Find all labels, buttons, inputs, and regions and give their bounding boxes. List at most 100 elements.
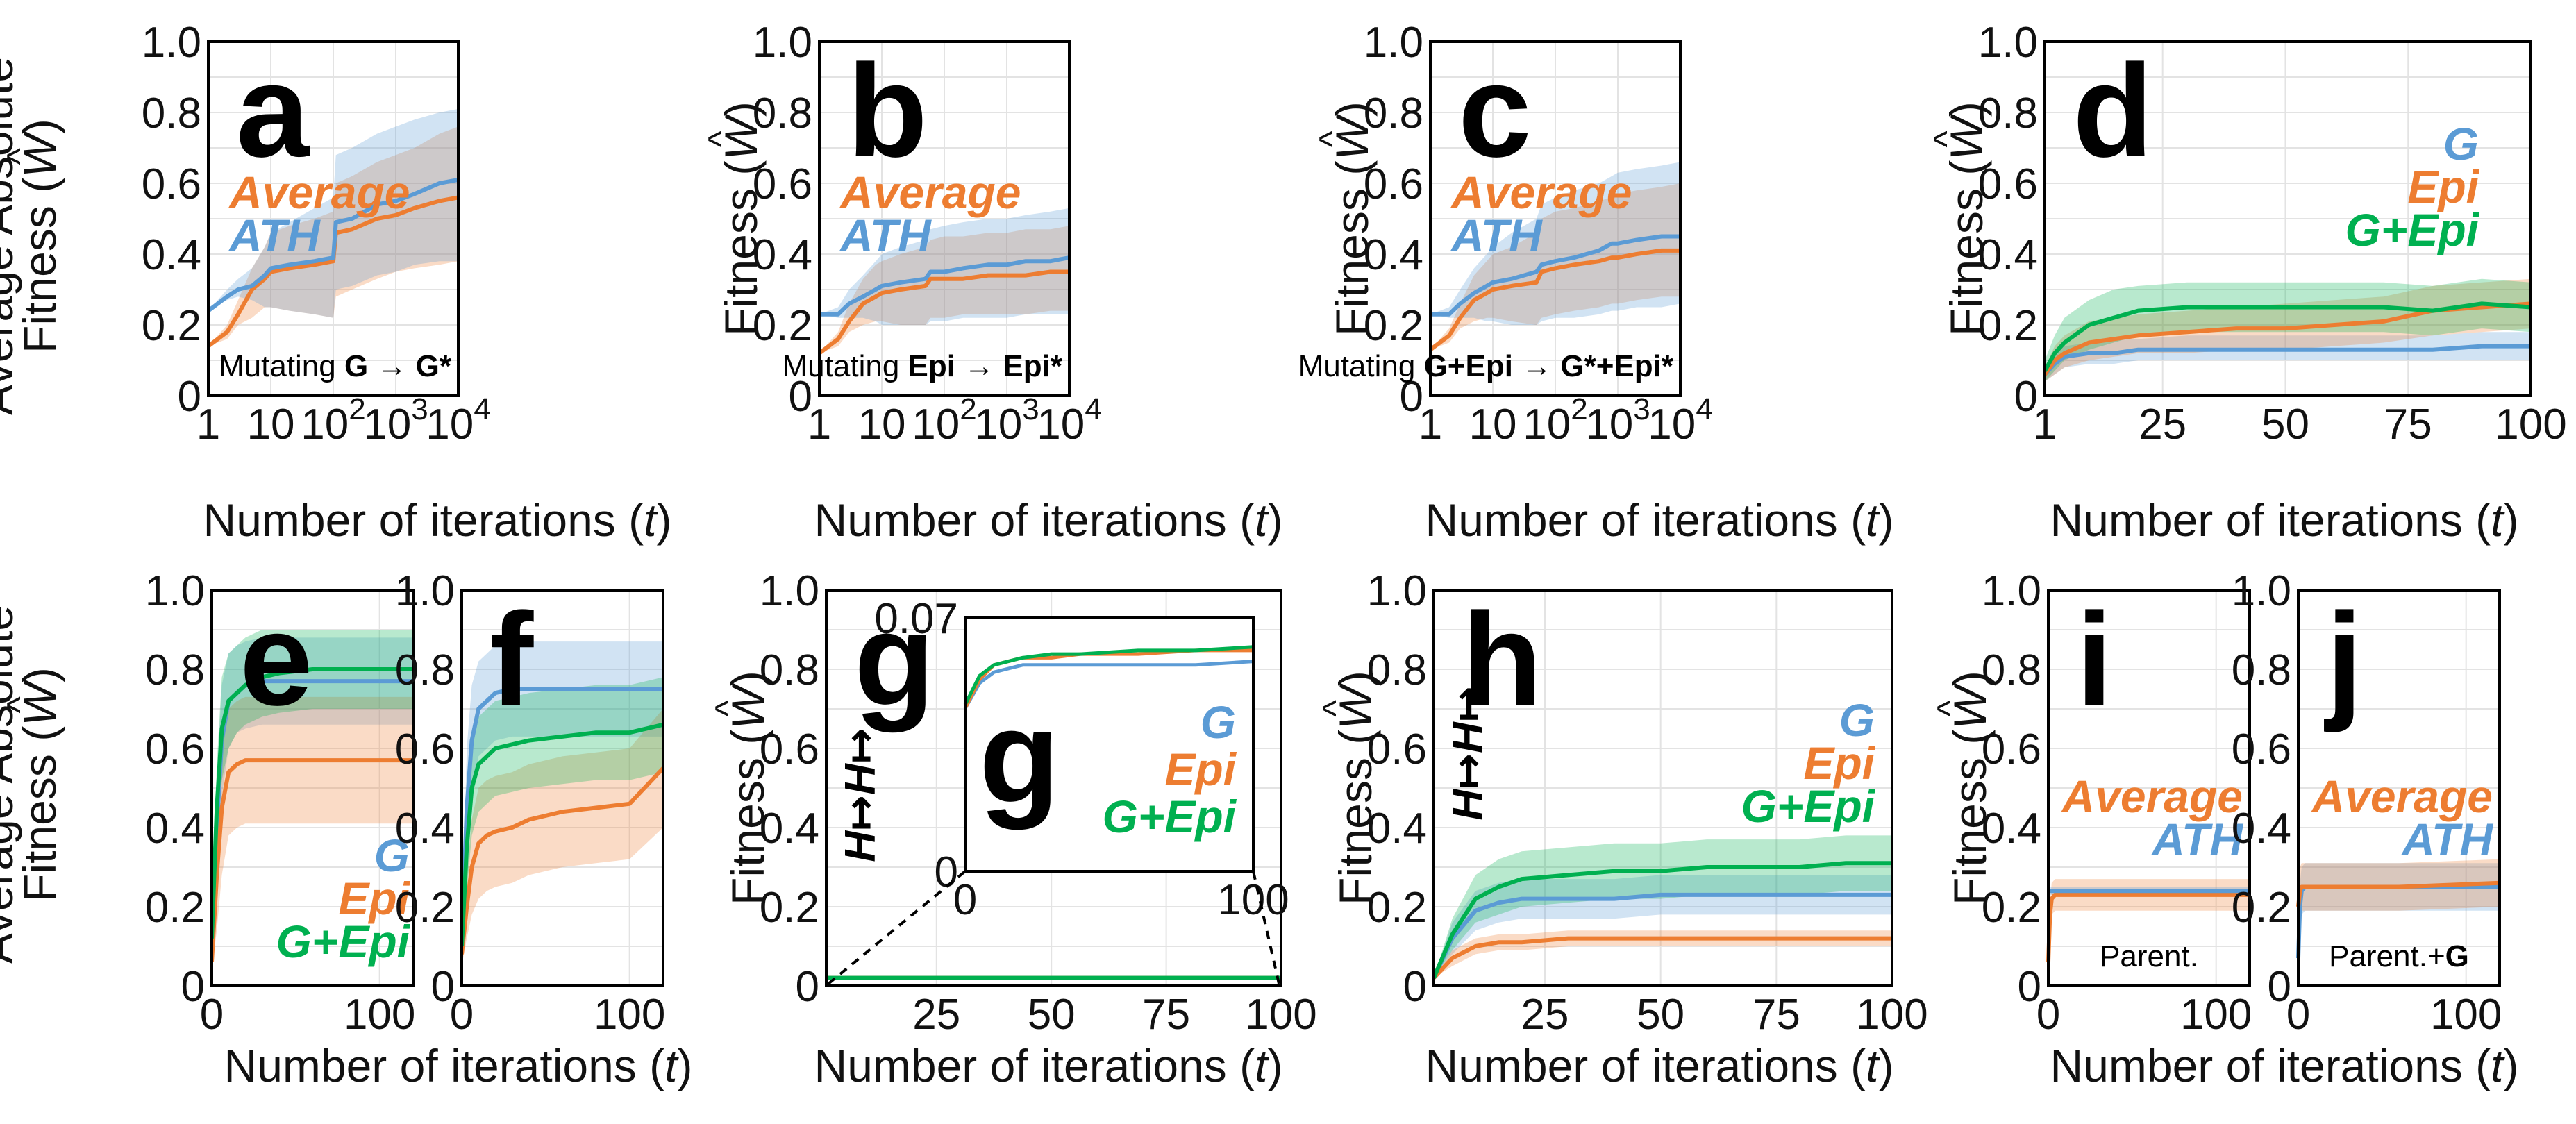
y-label-hat: ^	[0, 696, 40, 714]
x-tick-base: 10	[858, 401, 906, 448]
rotated-h-label: H↦H↦	[837, 728, 885, 862]
x-tick-base: 10	[1469, 401, 1517, 448]
panel-letter-i: i	[2076, 586, 2113, 733]
y-label-prefix: Average Absolute	[0, 57, 22, 415]
panel-letter-g: g	[979, 683, 1060, 830]
panel-letter-b: b	[847, 37, 928, 185]
series-line-epi	[460, 766, 665, 955]
x-tick-label: 10	[1469, 401, 1517, 448]
x-tick-label: 100	[2430, 991, 2502, 1039]
y-tick-label: 0.4	[1367, 805, 1427, 853]
x-tick-base: 100	[2180, 991, 2252, 1039]
x-tick-base: 100	[2495, 401, 2566, 448]
y-tick-label: 1.0	[142, 19, 201, 67]
annotation-text: Parent.+	[2329, 939, 2445, 973]
x-label-text: Number of iterations (	[2050, 1040, 2491, 1091]
y-tick-label: 0.6	[1364, 160, 1423, 208]
x-tick-base: 100	[344, 991, 415, 1039]
band-g	[462, 641, 663, 955]
x-tick-base: 75	[1753, 991, 1800, 1039]
band-g-epi	[1434, 835, 1892, 978]
x-axis-label: Number of iterations (t)	[203, 494, 672, 546]
band-epi	[462, 709, 663, 966]
x-tick-base: 10	[247, 401, 295, 448]
x-tick-base: 25	[1521, 991, 1569, 1039]
x-tick-base: 100	[594, 991, 665, 1039]
y-tick-label: 0.8	[753, 90, 812, 137]
y-tick-label: 0.2	[395, 884, 455, 932]
x-axis-label: Number of iterations (t)	[814, 494, 1283, 546]
panel-letter-a: a	[236, 37, 310, 185]
x-label-close: )	[1267, 494, 1282, 546]
series-line-epi	[1432, 936, 1892, 980]
y-label-hat: ^	[1927, 131, 1967, 148]
x-tick-base: 10	[1037, 401, 1085, 448]
y-tick-label: 0.6	[142, 160, 201, 208]
x-tick-label: 1	[2033, 401, 2057, 448]
y-tick-label: 0.8	[1367, 646, 1427, 694]
y-label-prefix: Average Absolute	[0, 605, 22, 964]
x-tick-exponent: 4	[474, 392, 490, 426]
panel-annotation: Parent.	[2100, 939, 2198, 973]
y-tick-label: 0.4	[1364, 231, 1423, 279]
y-tick-label: 0.07	[874, 595, 958, 643]
x-tick-base: 100	[1217, 876, 1289, 924]
band-g	[212, 637, 413, 955]
y-tick-label: 1.0	[395, 567, 455, 615]
y-label-close: )	[14, 119, 65, 134]
x-label-text: Number of iterations (	[1425, 494, 1866, 546]
series-line-g	[2043, 344, 2531, 376]
y-label-symbol: W	[1944, 682, 1996, 730]
band-g	[2045, 332, 2531, 382]
legend-g-epi: G+Epi	[2345, 204, 2479, 255]
series-line-average	[2296, 880, 2500, 907]
plot-frame	[210, 589, 415, 987]
h-map-label: H↦H↦	[837, 728, 885, 862]
series-line-average	[1429, 248, 1680, 352]
y-label-text: Fitness (	[1330, 730, 1381, 905]
y-tick-label: 0.6	[395, 725, 455, 773]
x-tick-base: 10	[1585, 401, 1633, 448]
series-line-epi	[2043, 301, 2532, 376]
y-tick-label: 0	[789, 373, 812, 421]
series-line-g-epi	[1432, 861, 1892, 979]
y-tick-label: 1.0	[760, 567, 819, 615]
annotation-bold: G+Epi → G*+Epi*	[1424, 349, 1674, 383]
x-tick-label: 102	[912, 392, 976, 448]
panel-f: 0 0.2 0.4 0.6 0.8 1.0 0 100 f	[395, 567, 666, 1039]
y-tick-label: 0	[2018, 963, 2041, 1011]
legend-average: Average	[228, 167, 410, 218]
series-line-g-epi	[210, 667, 413, 939]
x-label-close: )	[1878, 1040, 1893, 1091]
legend-ath: ATH	[839, 210, 932, 261]
panel-annotation: Mutating G → G*	[219, 349, 452, 383]
y-label-main: Fitness (W^)	[701, 101, 767, 336]
y-tick-label: 0.2	[760, 884, 819, 932]
legend-ath: ATH	[2150, 814, 2243, 865]
band-ath	[819, 208, 1069, 325]
panel-a: 00.20.40.60.81.01 10 102103104aAverageATHM…	[142, 19, 491, 448]
x-tick-exponent: 4	[1696, 392, 1712, 426]
x-tick-label: 50	[1637, 991, 1684, 1039]
y-axis-label: Fitness (W^)	[1312, 101, 1378, 336]
y-tick-label: 0.2	[2232, 884, 2291, 932]
legend-g: G	[1839, 694, 1875, 746]
y-tick-label: 0	[431, 963, 455, 1011]
series-line-g-epi	[963, 645, 1254, 706]
legend-g-epi: G+Epi	[1741, 780, 1875, 832]
x-label-var: t	[1866, 494, 1880, 546]
y-tick-label: 1.0	[753, 19, 812, 67]
x-tick-label: 100	[2180, 991, 2252, 1039]
y-label-hat: ^	[1316, 700, 1356, 717]
y-label-hat: ^	[1312, 131, 1353, 148]
panel-letter-f: f	[490, 586, 534, 733]
y-tick-label: 0.6	[1367, 725, 1427, 773]
plot-frame	[460, 589, 664, 987]
band-average	[2298, 859, 2500, 931]
panel-letter-g: g	[854, 586, 935, 733]
panel-letter-c: c	[1458, 37, 1532, 185]
x-tick-base: 100	[1856, 991, 1927, 1039]
